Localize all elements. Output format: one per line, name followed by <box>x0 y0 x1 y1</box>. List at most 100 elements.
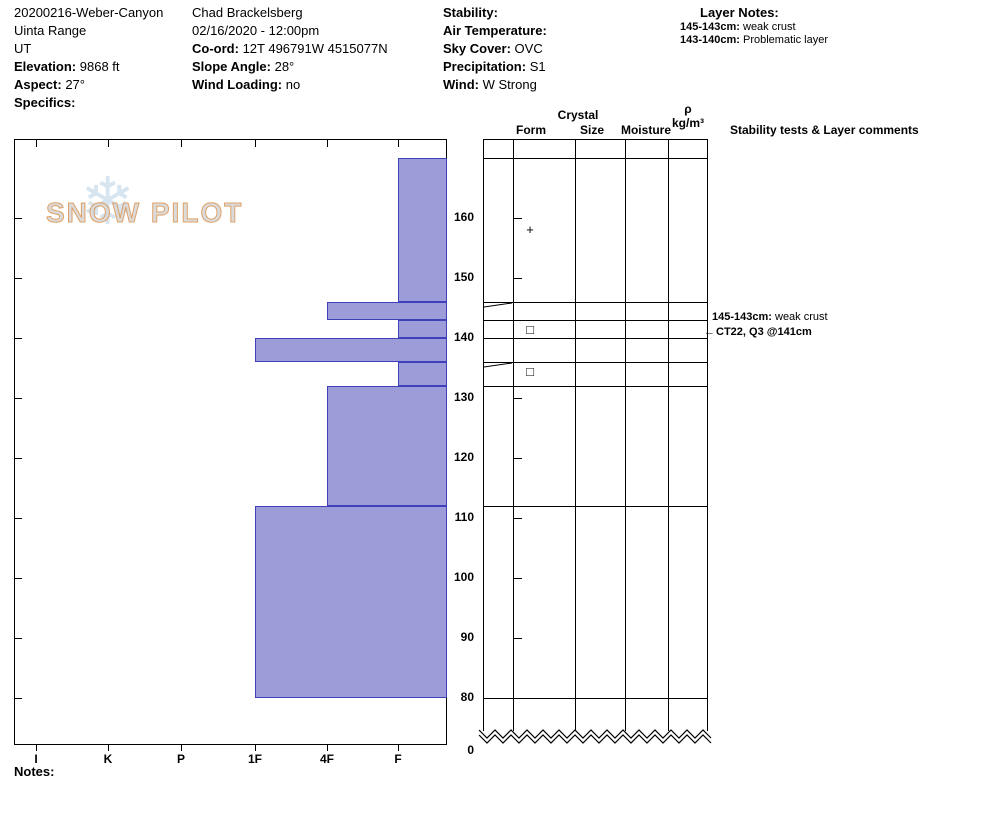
layer-boundary-line <box>483 302 707 303</box>
height-axis-tick <box>15 578 22 579</box>
stability-label: Stability: <box>443 5 498 20</box>
stability-tests-column-header: Stability tests & Layer comments <box>730 123 919 137</box>
hardness-axis-tick-bottom <box>255 745 256 751</box>
precipitation-value: S1 <box>529 59 546 74</box>
hardness-axis-label: P <box>176 752 185 766</box>
moisture-column-header: Moisture <box>620 123 671 137</box>
layer-note: 143-140cm: Problematic layer <box>680 34 940 47</box>
snow-layer-bar <box>398 320 447 338</box>
snowflake-icon: ❄ <box>80 164 136 238</box>
hardness-axis-tick-bottom <box>108 745 109 751</box>
pit-title: 20200216-Weber-Canyon <box>14 5 164 20</box>
hardness-axis-tick-bottom <box>327 745 328 751</box>
hardness-axis-tick-top <box>327 140 328 147</box>
height-axis-tick <box>15 278 22 279</box>
layer-boundary-line <box>483 320 707 321</box>
height-axis-label: 150 <box>453 270 474 284</box>
height-axis-tick <box>514 218 522 219</box>
coord-line: Co-ord: 12T 496791W 4515077N <box>192 40 388 58</box>
coord-label: Co-ord: <box>192 41 239 56</box>
notes-label: Notes: <box>14 764 55 779</box>
height-axis-label: 110 <box>454 510 474 524</box>
column-divider <box>625 139 626 731</box>
wind-line: Wind: W Strong <box>443 76 547 94</box>
snow-layer-bar <box>255 338 447 362</box>
height-axis-tick <box>514 398 522 399</box>
height-axis-label: 120 <box>453 450 474 464</box>
crystal-column-header: Crystal <box>557 108 599 122</box>
column-divider <box>575 139 576 731</box>
wind-loading-line: Wind Loading: no <box>192 76 388 94</box>
layer-boundary-line <box>483 338 707 339</box>
snowpilot-watermark: SNOW PILOT <box>45 197 244 229</box>
sky-cover-value: OVC <box>514 41 543 56</box>
wind-value: W Strong <box>482 77 537 92</box>
snow-layer-bar <box>398 158 447 302</box>
columns-top-border <box>483 139 707 140</box>
air-temperature-line: Air Temperature: <box>443 22 547 40</box>
stability-annotation: 145-143cm: weak crust <box>712 310 828 324</box>
layer-notes-title: Layer Notes: <box>700 5 779 20</box>
layer-boundary-line <box>483 362 707 363</box>
observer-info-block: Chad Brackelsberg 02/16/2020 - 12:00pm C… <box>192 4 388 94</box>
hardness-axis-tick-top <box>181 140 182 147</box>
elevation-value: 9868 ft <box>79 59 120 74</box>
snow-layer-bar <box>255 506 447 698</box>
height-axis-tick <box>514 518 522 519</box>
size-column-header: Size <box>579 123 604 137</box>
hardness-axis-label: I <box>34 752 38 766</box>
snow-layer-bar <box>398 362 447 386</box>
elevation-label: Elevation: <box>14 59 77 74</box>
height-axis-tick <box>514 458 522 459</box>
height-axis-tick <box>514 638 522 639</box>
conditions-block: Stability: Air Temperature: Sky Cover: O… <box>443 4 547 94</box>
hardness-axis-tick-bottom <box>398 745 399 751</box>
left-arrow-icon: ← <box>704 326 715 338</box>
density-unit-header: kg/m³ <box>671 116 704 130</box>
hardness-axis-tick-bottom <box>181 745 182 751</box>
precipitation-label: Precipitation: <box>443 59 527 74</box>
hardness-axis-tick-top <box>255 140 256 147</box>
layer-note-text: Problematic layer <box>743 34 828 46</box>
slope-angle-line: Slope Angle: 28° <box>192 58 388 76</box>
depth-break-zigzag <box>478 729 712 739</box>
snow-layer-bar <box>327 386 447 506</box>
height-axis-tick <box>15 338 22 339</box>
grain-form-symbol: □ <box>526 322 534 338</box>
hardness-axis-label: 1F <box>247 752 262 766</box>
hardness-axis-tick-top <box>398 140 399 147</box>
height-axis-tick <box>15 218 22 219</box>
specifics-label: Specifics: <box>14 95 76 110</box>
stability-annotation: ←CT22, Q3 @141cm <box>704 325 812 339</box>
density-symbol-header: ρ <box>684 102 692 116</box>
hardness-axis-tick-top <box>36 140 37 147</box>
height-axis-label: 100 <box>453 570 474 584</box>
layer-note: 145-143cm: weak crust <box>680 21 940 34</box>
wind-label: Wind: <box>443 77 479 92</box>
wind-loading-label: Wind Loading: <box>192 77 283 92</box>
height-axis-label: 80 <box>460 690 474 704</box>
slope-angle-value: 28° <box>274 59 295 74</box>
air-temperature-label: Air Temperature: <box>443 23 547 38</box>
sky-cover-label: Sky Cover: <box>443 41 511 56</box>
pit-wall-boundary-mark <box>483 302 513 308</box>
height-axis-label: 130 <box>453 390 474 404</box>
slope-angle-label: Slope Angle: <box>192 59 271 74</box>
column-divider <box>483 139 484 731</box>
layer-note-label: 143-140cm: <box>680 34 740 46</box>
height-axis-tick <box>15 398 22 399</box>
height-axis-label: 90 <box>460 630 474 644</box>
height-axis-tick <box>514 278 522 279</box>
height-axis-tick <box>15 458 22 459</box>
mountain-range: Uinta Range <box>14 23 87 38</box>
height-axis-tick <box>15 698 22 699</box>
depth-break-zigzag <box>478 734 712 744</box>
annotation-text: weak crust <box>771 311 828 323</box>
layer-boundary-line <box>483 158 707 159</box>
column-divider <box>513 139 514 731</box>
layer-boundary-line <box>483 698 707 699</box>
wind-loading-value: no <box>285 77 301 92</box>
elevation-line: Elevation: 9868 ft <box>14 58 163 76</box>
annotation-bold-text: 145-143cm: <box>712 311 772 323</box>
